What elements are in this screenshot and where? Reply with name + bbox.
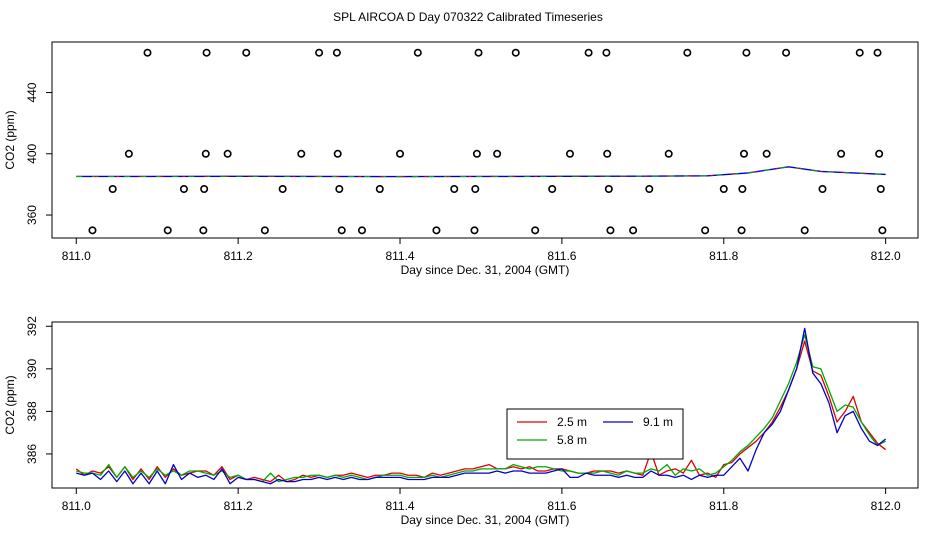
- scatter-point: [548, 185, 557, 194]
- legend-label: 2.5 m: [557, 415, 587, 429]
- chart-title: SPL AIRCOA D Day 070322 Calibrated Times…: [333, 10, 603, 24]
- series-line-5-8-m: [76, 334, 886, 483]
- scatter-point: [297, 149, 306, 158]
- scatter-point: [335, 185, 344, 194]
- scatter-point: [242, 48, 251, 57]
- panel-2-x-tick-label: 812.0: [871, 499, 901, 513]
- panel-2-y-axis-label: CO2 (ppm): [3, 375, 17, 434]
- panel-2-plot-frame: [51, 321, 919, 489]
- scatter-point: [450, 185, 459, 194]
- scatter-point: [737, 226, 746, 235]
- scatter-point: [878, 226, 887, 235]
- scatter-point: [818, 185, 827, 194]
- scatter-point: [201, 149, 210, 158]
- scatter-point: [719, 185, 728, 194]
- series-line-9-1-m: [76, 327, 887, 485]
- scatter-point: [474, 48, 483, 57]
- scatter-point: [278, 185, 287, 194]
- scatter-point: [701, 226, 710, 235]
- scatter-point: [629, 226, 638, 235]
- scatter-point: [683, 48, 692, 57]
- panel-1-x-tick-label: 811.6: [547, 249, 576, 263]
- scatter-point: [606, 226, 615, 235]
- scatter-point: [357, 226, 366, 235]
- panel-1-y-tick-label: 400: [25, 143, 39, 163]
- panel-1-x-axis-label: Day since Dec. 31, 2004 (GMT): [401, 263, 570, 277]
- scatter-point: [332, 48, 341, 57]
- scatter-point: [163, 226, 172, 235]
- scatter-point: [471, 185, 480, 194]
- scatter-point: [604, 185, 613, 194]
- panel-2-x-tick-label: 811.0: [62, 499, 91, 513]
- series-line-overlay: [76, 166, 886, 178]
- scatter-point: [472, 149, 481, 158]
- scatter-point: [645, 185, 654, 194]
- series-line-2-5-m: [75, 340, 887, 483]
- scatter-point: [800, 226, 809, 235]
- scatter-point: [603, 149, 612, 158]
- legend-box: [506, 408, 684, 460]
- panel-1-y-axis-label: CO2 (ppm): [3, 110, 17, 169]
- panel-2-y-tick-label: 388: [25, 401, 39, 421]
- panel-1-y-tick-label: 360: [25, 205, 39, 225]
- panel-2-x-tick-label: 811.8: [709, 499, 738, 513]
- series-line-overlay: [76, 166, 886, 178]
- panel-1-x-tick-label: 811.2: [224, 249, 253, 263]
- scatter-point: [876, 185, 885, 194]
- scatter-point: [179, 185, 188, 194]
- scatter-point: [108, 185, 117, 194]
- panel-2-y-tick-label: 392: [25, 316, 39, 336]
- scatter-point: [337, 226, 346, 235]
- scatter-point: [855, 48, 864, 57]
- scatter-point: [762, 149, 771, 158]
- scatter-point: [200, 185, 209, 194]
- panel-2-y-tick-label: 386: [25, 444, 39, 464]
- scatter-point: [413, 48, 422, 57]
- legend-label: 9.1 m: [643, 415, 673, 429]
- panel-1-x-tick-label: 811.4: [385, 249, 414, 263]
- legend-label: 5.8 m: [557, 433, 587, 447]
- scatter-point: [315, 48, 324, 57]
- panel-1-x-tick-label: 811.0: [62, 249, 91, 263]
- scatter-point: [124, 149, 133, 158]
- scatter-point: [396, 149, 405, 158]
- scatter-point: [738, 185, 747, 194]
- series-line: [76, 166, 886, 178]
- panel-1-x-tick-label: 811.8: [709, 249, 738, 263]
- scatter-point: [837, 149, 846, 158]
- scatter-point: [223, 149, 232, 158]
- scatter-point: [333, 149, 342, 158]
- scatter-point: [432, 226, 441, 235]
- scatter-point: [375, 185, 384, 194]
- panel-2-x-tick-label: 811.6: [547, 499, 576, 513]
- scatter-point: [143, 48, 152, 57]
- panel-1-y-tick-label: 440: [25, 82, 39, 102]
- panel-2-x-tick-label: 811.2: [224, 499, 253, 513]
- scatter-point: [584, 48, 593, 57]
- scatter-point: [739, 149, 748, 158]
- scatter-point: [602, 48, 611, 57]
- panel-2-x-tick-label: 811.4: [385, 499, 414, 513]
- panel-2-x-axis-label: Day since Dec. 31, 2004 (GMT): [401, 513, 570, 527]
- scatter-point: [782, 48, 791, 57]
- legend: 2.5 m 5.8 m 9.1 m: [506, 408, 684, 460]
- scatter-point: [742, 48, 751, 57]
- scatter-point: [470, 226, 479, 235]
- panel-1-x-tick-label: 812.0: [871, 249, 901, 263]
- scatter-point: [511, 48, 520, 57]
- scatter-point: [260, 226, 269, 235]
- scatter-point: [199, 226, 208, 235]
- scatter-point: [202, 48, 211, 57]
- panel-2-y-tick-label: 390: [25, 358, 39, 378]
- scatter-point: [493, 149, 502, 158]
- scatter-point: [664, 149, 673, 158]
- panel-1-plot-frame: [51, 41, 919, 239]
- scatter-point: [875, 149, 884, 158]
- scatter-point: [565, 149, 574, 158]
- scatter-point: [873, 48, 882, 57]
- scatter-point: [88, 226, 97, 235]
- scatter-point: [531, 226, 540, 235]
